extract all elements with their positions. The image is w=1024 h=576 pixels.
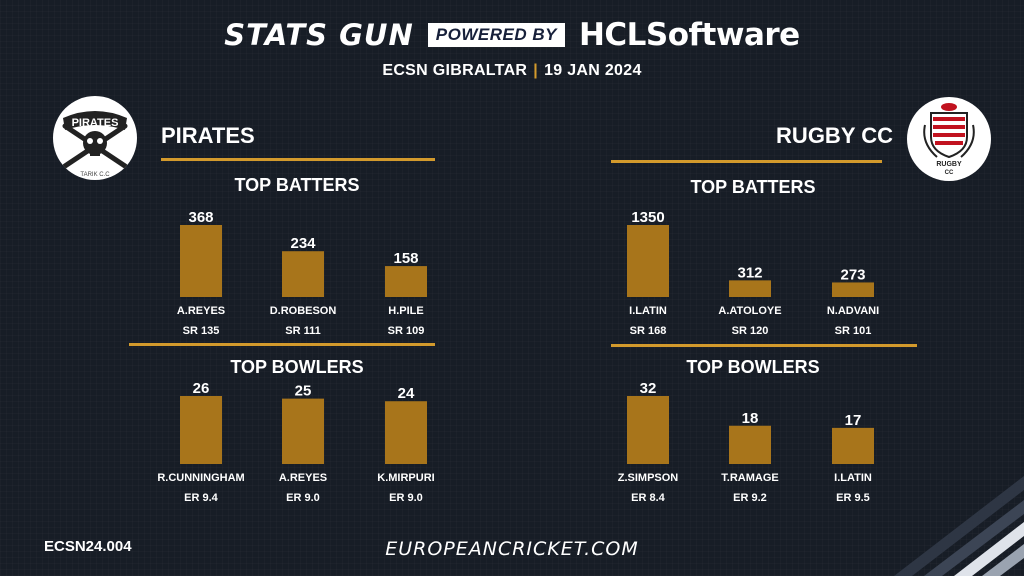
value-label: 158 <box>393 250 418 267</box>
stat-label: ER 9.2 <box>733 492 767 504</box>
section-title-batters-rugby: TOP BATTERS <box>690 177 816 197</box>
section-title-batters-pirates: TOP BATTERS <box>234 175 360 195</box>
bar <box>832 282 874 297</box>
value-label: 25 <box>295 383 312 400</box>
value-label: 17 <box>845 412 862 429</box>
stat-label: SR 120 <box>732 325 769 337</box>
player-name-label: T.RAMAGE <box>721 472 778 484</box>
bar <box>180 225 222 297</box>
skull-crossbats-icon: PIRATES TARIK C.C <box>62 111 128 178</box>
bar <box>627 225 669 297</box>
section-title-bowlers-rugby: TOP BOWLERS <box>686 357 820 377</box>
value-label: 1350 <box>631 209 664 226</box>
event-name: ECSN GIBRALTAR <box>382 62 528 79</box>
stat-label: SR 168 <box>630 325 667 337</box>
player-name-label: A.ATOLOYE <box>718 305 781 317</box>
player-name-label: A.REYES <box>279 472 327 484</box>
pirates-top-batters-chart: 368 A.REYES SR 135 234 D.ROBESON SR 111 158 H.P… <box>177 209 427 337</box>
divider <box>611 344 917 347</box>
player-name-label: I.LATIN <box>834 472 872 484</box>
match-code: ECSN24.004 <box>44 538 132 555</box>
value-label: 312 <box>737 264 762 281</box>
player-name-label: K.MIRPURI <box>377 472 434 484</box>
player-name-label: N.ADVANI <box>827 305 879 317</box>
bar <box>385 401 427 464</box>
rugby-logo-text: RUGBY <box>936 161 962 168</box>
value-label: 26 <box>193 380 210 397</box>
rugby-logo-caption: CC <box>945 170 954 176</box>
brand-title: STATS GUN <box>224 18 414 52</box>
rugby-logo: RUGBY CC <box>907 97 991 181</box>
player-name-label: A.REYES <box>177 305 225 317</box>
team-name-rugby: RUGBY CC <box>776 123 893 148</box>
bar <box>385 266 427 297</box>
brand-row: STATS GUN POWERED BY HCLSoftware <box>0 14 1024 56</box>
divider <box>129 343 435 346</box>
value-label: 18 <box>742 410 759 427</box>
stat-label: ER 9.0 <box>389 492 423 504</box>
pirates-logo-caption: TARIK C.C <box>80 172 110 178</box>
section-title-bowlers-pirates: TOP BOWLERS <box>230 357 364 377</box>
value-label: 273 <box>840 266 865 283</box>
divider <box>611 160 882 163</box>
sponsor-logo: HCLSoftware <box>579 17 800 53</box>
player-name-label: Z.SIMPSON <box>618 472 679 484</box>
decorative-stripes <box>894 476 1024 576</box>
pirates-logo: PIRATES TARIK C.C <box>53 96 137 180</box>
powered-by-badge: POWERED BY <box>427 23 565 47</box>
value-label: 24 <box>398 385 415 402</box>
player-name-label: H.PILE <box>388 305 423 317</box>
event-date: 19 JAN 2024 <box>544 62 642 79</box>
header: STATS GUN POWERED BY HCLSoftware ECSN GI… <box>0 14 1024 80</box>
team-name-pirates: PIRATES <box>161 123 255 148</box>
stat-label: ER 8.4 <box>631 492 666 504</box>
bar <box>282 251 324 297</box>
sponsor-hcl: HCL <box>578 17 646 53</box>
sponsor-software: Software <box>645 17 800 53</box>
bar <box>832 427 874 464</box>
value-label: 234 <box>290 235 316 252</box>
separator: | <box>533 62 539 79</box>
bar <box>729 280 771 297</box>
player-name-label: R.CUNNINGHAM <box>157 472 244 484</box>
event-line: ECSN GIBRALTAR | 19 JAN 2024 <box>0 62 1024 80</box>
stat-label: ER 9.4 <box>184 492 219 504</box>
value-label: 32 <box>640 380 657 397</box>
value-label: 368 <box>188 209 213 226</box>
stat-label: ER 9.0 <box>286 492 320 504</box>
player-name-label: D.ROBESON <box>270 305 337 317</box>
rugby-top-bowlers-chart: 32 Z.SIMPSON ER 8.4 18 T.RAMAGE ER 9.2 17 I.LAT… <box>618 380 874 504</box>
pirates-top-bowlers-chart: 26 R.CUNNINGHAM ER 9.4 25 A.REYES ER 9.0 24 K.M… <box>157 380 434 504</box>
stat-label: SR 111 <box>285 325 320 337</box>
stat-label: SR 101 <box>835 325 872 337</box>
website-link[interactable]: EUROPEANCRICKET.COM <box>385 538 639 560</box>
rugby-top-batters-chart: 1350 I.LATIN SR 168 312 A.ATOLOYE SR 120 273 N.… <box>627 209 879 337</box>
stat-label: ER 9.5 <box>836 492 870 504</box>
bar <box>627 396 669 464</box>
bar <box>282 398 324 464</box>
bar <box>180 396 222 464</box>
player-name-label: I.LATIN <box>629 305 667 317</box>
stat-label: SR 135 <box>183 325 220 337</box>
rugby-crest-icon: RUGBY CC <box>923 103 975 176</box>
divider <box>161 158 435 161</box>
bar <box>729 425 771 464</box>
stat-label: SR 109 <box>388 325 425 337</box>
pirates-logo-text: PIRATES <box>72 117 119 129</box>
